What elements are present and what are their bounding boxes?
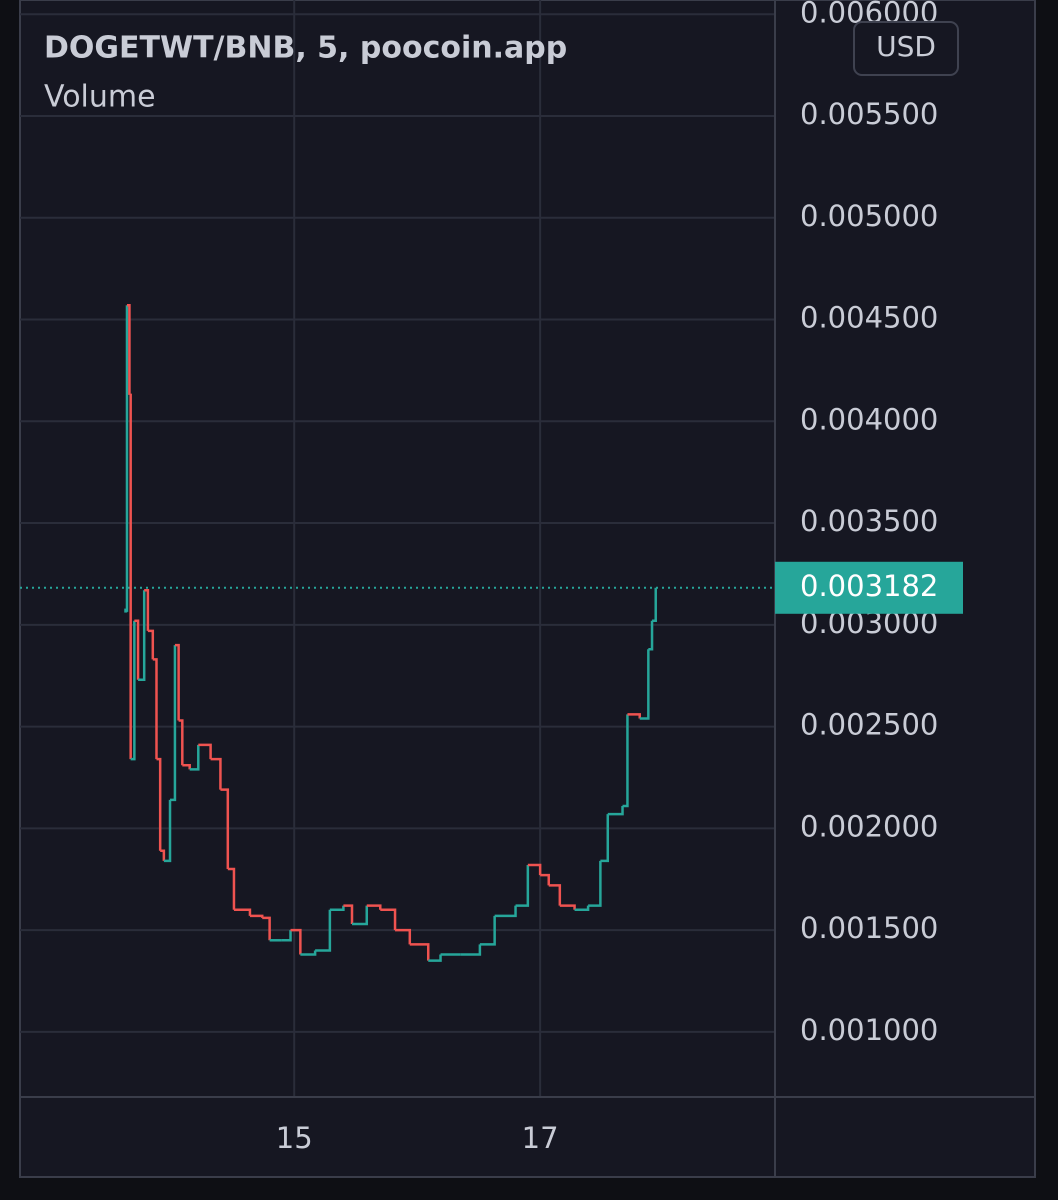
- price-step: [174, 643, 180, 721]
- price-step: [395, 928, 412, 945]
- price-step: [315, 909, 332, 952]
- y-tick-label: 0.002500: [800, 708, 938, 742]
- price-step: [648, 620, 654, 651]
- price-step: [588, 860, 602, 907]
- price-step: [147, 629, 155, 660]
- price-step: [409, 943, 430, 961]
- price-step: [300, 950, 317, 956]
- price-step: [182, 764, 191, 770]
- price-step: [262, 916, 271, 941]
- price-step: [152, 658, 158, 760]
- price-step: [627, 713, 641, 719]
- price-step: [352, 905, 369, 926]
- price-step: [329, 905, 345, 912]
- y-tick-label: 0.005500: [800, 97, 938, 131]
- price-step: [249, 914, 264, 918]
- price-step: [380, 908, 397, 931]
- price-step: [160, 849, 166, 861]
- y-tick-label: 0.004500: [800, 301, 938, 335]
- price-step: [227, 867, 236, 910]
- price-step: [548, 884, 562, 906]
- price-step: [515, 864, 530, 907]
- price-step: [479, 915, 496, 946]
- price-line: [124, 304, 657, 962]
- price-step: [494, 905, 517, 918]
- price-step: [343, 904, 354, 925]
- price-step: [130, 620, 136, 761]
- price-step: [125, 305, 129, 612]
- price-step: [144, 588, 150, 631]
- chart-title: DOGETWT/BNB, 5, poocoin.app: [44, 31, 567, 66]
- price-step: [281, 930, 292, 942]
- price-step: [540, 873, 550, 886]
- volume-label: Volume: [44, 80, 156, 115]
- price-step: [220, 788, 230, 870]
- last-price-label: 0.003182: [800, 569, 938, 603]
- price-step: [210, 757, 222, 790]
- last-price-box: [775, 561, 963, 614]
- y-tick-label: 0.002000: [800, 809, 938, 843]
- x-tick-label: 17: [522, 1121, 559, 1155]
- price-step: [574, 905, 590, 912]
- x-tick-label: 15: [276, 1121, 313, 1155]
- currency-button-label[interactable]: USD: [876, 30, 936, 63]
- price-step: [163, 799, 172, 863]
- price-step: [170, 645, 177, 802]
- price-step: [233, 908, 252, 916]
- price-step: [622, 714, 629, 808]
- y-tick-label: 0.005000: [800, 199, 938, 233]
- price-step: [129, 393, 132, 760]
- price-step: [460, 944, 482, 956]
- price-step: [134, 619, 140, 680]
- price-step: [366, 904, 382, 910]
- price-step: [189, 744, 200, 771]
- price-step: [156, 757, 162, 851]
- price-step: [559, 904, 576, 910]
- price-step: [527, 863, 542, 876]
- price-step: [178, 719, 184, 766]
- price-step: [428, 954, 442, 962]
- y-tick-label: 0.001000: [800, 1013, 938, 1047]
- price-step: [639, 649, 650, 720]
- y-tick-label: 0.003500: [800, 504, 938, 538]
- price-step: [138, 590, 146, 682]
- price-step: [290, 928, 302, 955]
- price-step: [652, 587, 657, 623]
- price-step: [126, 304, 131, 395]
- price-step: [607, 805, 624, 816]
- price-step: [600, 814, 610, 863]
- axis-labels: 0.0010000.0015000.0020000.0025000.003000…: [276, 0, 939, 1155]
- currency-button[interactable]: [853, 21, 959, 76]
- price-step: [198, 743, 212, 760]
- y-tick-label: 0.004000: [800, 402, 938, 436]
- y-tick-label: 0.001500: [800, 911, 938, 945]
